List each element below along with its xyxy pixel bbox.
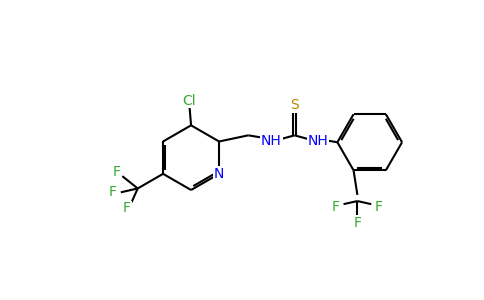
Text: F: F bbox=[332, 200, 340, 214]
Text: NH: NH bbox=[307, 134, 328, 148]
Text: F: F bbox=[112, 164, 120, 178]
Text: S: S bbox=[290, 98, 299, 112]
Text: F: F bbox=[375, 200, 383, 214]
Text: Cl: Cl bbox=[183, 94, 197, 108]
Text: F: F bbox=[353, 216, 362, 230]
Text: N: N bbox=[214, 167, 224, 181]
Text: NH: NH bbox=[261, 134, 282, 148]
Text: F: F bbox=[123, 202, 131, 215]
Text: F: F bbox=[109, 185, 117, 199]
